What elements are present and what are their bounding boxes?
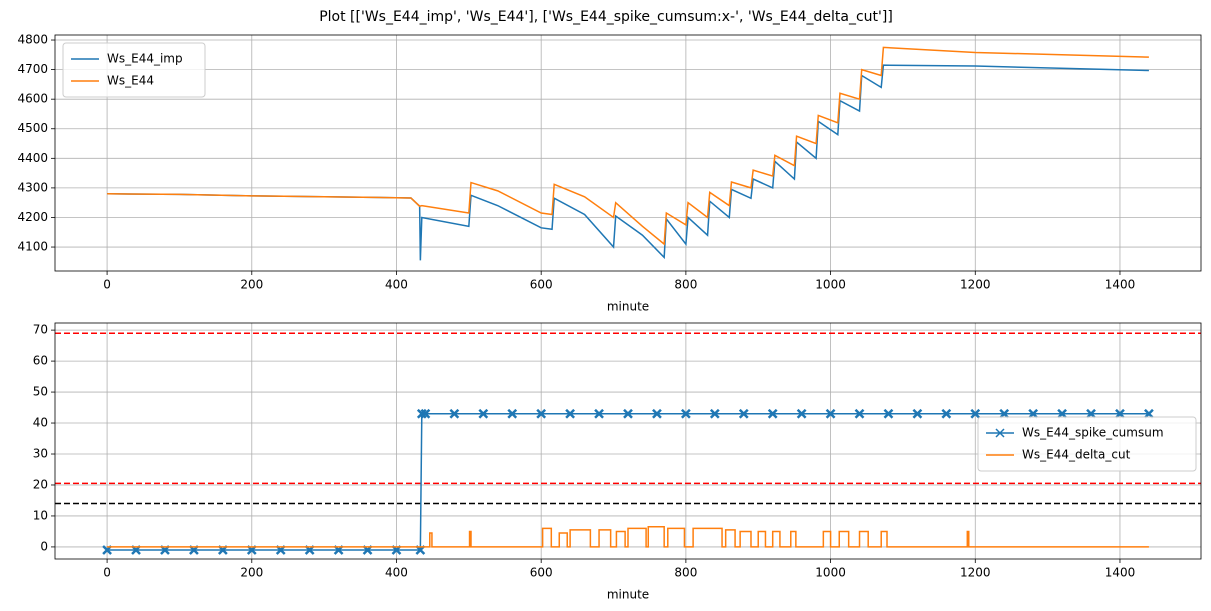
x-axis-label: minute xyxy=(607,588,649,602)
y-tick-label: 10 xyxy=(33,508,48,522)
plot-area xyxy=(107,46,1149,261)
y-tick-label: 4400 xyxy=(17,151,48,165)
plot-area xyxy=(55,332,1201,555)
x-tick-label: 0 xyxy=(103,566,111,580)
y-tick-label: 40 xyxy=(33,416,48,430)
marker xyxy=(420,408,431,419)
x-tick-label: 1000 xyxy=(815,278,846,292)
marker xyxy=(680,408,691,419)
marker xyxy=(449,408,460,419)
legend-label: Ws_E44_spike_cumsum xyxy=(1022,426,1164,440)
x-axis-label: minute xyxy=(607,300,649,314)
marker xyxy=(854,408,865,419)
legend-swatch-marker xyxy=(995,428,1005,438)
y-tick-label: 4500 xyxy=(17,121,48,135)
legend-label: Ws_E44_imp xyxy=(107,52,183,66)
y-tick-label: 4600 xyxy=(17,92,48,106)
y-tick-label: 30 xyxy=(33,447,48,461)
marker xyxy=(970,408,981,419)
marker xyxy=(796,408,807,419)
y-tick-label: 4700 xyxy=(17,62,48,76)
marker xyxy=(1144,408,1154,419)
x-tick-label: 600 xyxy=(530,566,553,580)
y-tick-label: 20 xyxy=(33,477,48,491)
y-tick-label: 4200 xyxy=(17,210,48,224)
legend-label: Ws_E44 xyxy=(107,74,154,88)
marker xyxy=(1028,408,1039,419)
y-tick-label: 70 xyxy=(33,323,48,337)
marker xyxy=(999,408,1010,419)
marker xyxy=(767,408,778,419)
marker xyxy=(941,408,952,419)
marker xyxy=(912,408,923,419)
x-tick-label: 200 xyxy=(240,278,263,292)
figure-title: Plot [['Ws_E44_imp', 'Ws_E44'], ['Ws_E44… xyxy=(319,9,893,25)
marker xyxy=(565,408,576,419)
marker xyxy=(594,408,604,419)
legend-box xyxy=(62,42,206,98)
x-tick-label: 200 xyxy=(240,566,263,580)
y-tick-label: 60 xyxy=(33,354,48,368)
x-tick-label: 1200 xyxy=(960,566,991,580)
y-tick-label: 4800 xyxy=(17,33,48,47)
series-line xyxy=(107,64,1149,261)
x-tick-label: 0 xyxy=(103,278,111,292)
x-tick-label: 1400 xyxy=(1105,278,1136,292)
legend-box xyxy=(977,416,1197,472)
marker xyxy=(478,408,489,419)
legend-label: Ws_E44_delta_cut xyxy=(1022,448,1131,462)
marker xyxy=(709,408,720,419)
marker xyxy=(1057,408,1067,419)
x-tick-label: 400 xyxy=(385,566,408,580)
x-tick-label: 1400 xyxy=(1105,566,1136,580)
marker xyxy=(623,408,633,419)
x-tick-label: 400 xyxy=(385,278,408,292)
marker xyxy=(1115,408,1125,419)
x-tick-label: 600 xyxy=(530,278,553,292)
x-tick-label: 1200 xyxy=(960,278,991,292)
marker xyxy=(536,408,547,419)
x-tick-label: 800 xyxy=(674,566,697,580)
marker xyxy=(883,408,894,419)
marker xyxy=(652,408,662,419)
x-tick-label: 1000 xyxy=(815,566,846,580)
marker xyxy=(507,408,518,419)
x-tick-label: 800 xyxy=(674,278,697,292)
axes-frame xyxy=(54,34,1202,272)
series-line xyxy=(107,526,1149,548)
y-tick-label: 50 xyxy=(33,385,48,399)
y-tick-label: 0 xyxy=(40,539,48,553)
y-tick-label: 4100 xyxy=(17,240,48,254)
marker xyxy=(738,408,749,419)
axes-frame xyxy=(54,322,1202,560)
marker xyxy=(825,408,836,419)
y-tick-label: 4300 xyxy=(17,180,48,194)
series-line xyxy=(107,46,1149,246)
marker xyxy=(1086,408,1096,419)
